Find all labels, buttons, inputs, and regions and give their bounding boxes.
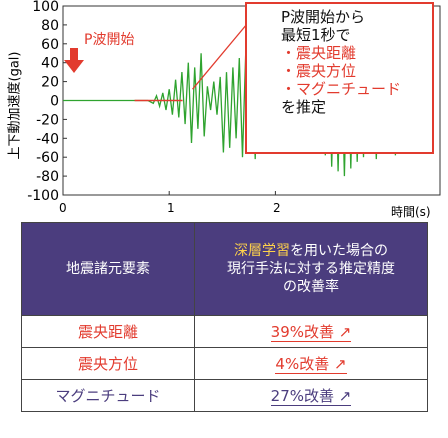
row-label: マグニチュード: [21, 379, 195, 412]
callout-pointer-line: [192, 23, 248, 90]
callout-line: P波開始から: [281, 8, 366, 26]
y-tick-label: 20: [41, 75, 59, 91]
table-row: 震央距離 39%改善 ↗: [21, 315, 428, 348]
row-value: 27%改善 ↗: [194, 379, 428, 412]
x-tick-label: 0: [59, 201, 67, 215]
y-tick-label: -40: [36, 131, 59, 147]
callout-line: ・マグニチュード: [281, 80, 402, 98]
row-value: 4%改善 ↗: [194, 347, 428, 380]
y-tick-label: 100: [32, 0, 59, 15]
y-tick-label: 60: [41, 37, 59, 53]
header-text: 現行手法に対する推定精度: [227, 261, 395, 277]
row-label: 震央方位: [21, 347, 195, 380]
callout-line: を推定: [281, 98, 327, 116]
callout-line: ・震央方位: [281, 62, 357, 80]
header-text: の改善率: [283, 279, 339, 295]
down-arrow-icon: [64, 48, 84, 73]
x-tick-label: 1: [167, 201, 175, 215]
row-label: 震央距離: [21, 315, 195, 348]
header-element: 地震諸元要素: [21, 222, 195, 316]
table-row: マグニチュード 27%改善 ↗: [21, 379, 428, 412]
y-tick-label: -100: [27, 188, 59, 204]
results-table: 地震諸元要素 深層学習を用いた場合の 現行手法に対する推定精度 の改善率 震央距…: [21, 222, 428, 412]
callout-line: ・震央距離: [281, 44, 357, 62]
y-tick-label: -60: [36, 150, 59, 166]
row-value: 39%改善 ↗: [194, 315, 428, 348]
y-tick-label: 0: [50, 94, 59, 110]
header-improvement: 深層学習を用いた場合の 現行手法に対する推定精度 の改善率: [194, 222, 428, 316]
header-em: 深層学習: [234, 243, 290, 259]
y-tick-label: -20: [36, 112, 59, 128]
callout-line: 最短1秒で: [281, 26, 351, 44]
table-header-row: 地震諸元要素 深層学習を用いた場合の 現行手法に対する推定精度 の改善率: [21, 222, 428, 316]
table-row: 震央方位 4%改善 ↗: [21, 347, 428, 380]
waveform-chart: 100 80 60 40 20 0 -20 -40 -60 -80 -100: [27, 0, 441, 204]
y-tick-label: 40: [41, 56, 59, 72]
x-tick-label: 2: [273, 201, 281, 215]
p-wave-onset-label: P波開始: [84, 32, 135, 48]
x-axis-label: 時間(s): [391, 205, 431, 219]
y-tick-label: -80: [36, 169, 59, 185]
callout-box: P波開始から 最短1秒で ・震央距離 ・震央方位 ・マグニチュード を推定: [245, 2, 434, 154]
y-tick-label: 80: [41, 18, 59, 34]
header-text: を用いた場合の: [290, 243, 388, 259]
